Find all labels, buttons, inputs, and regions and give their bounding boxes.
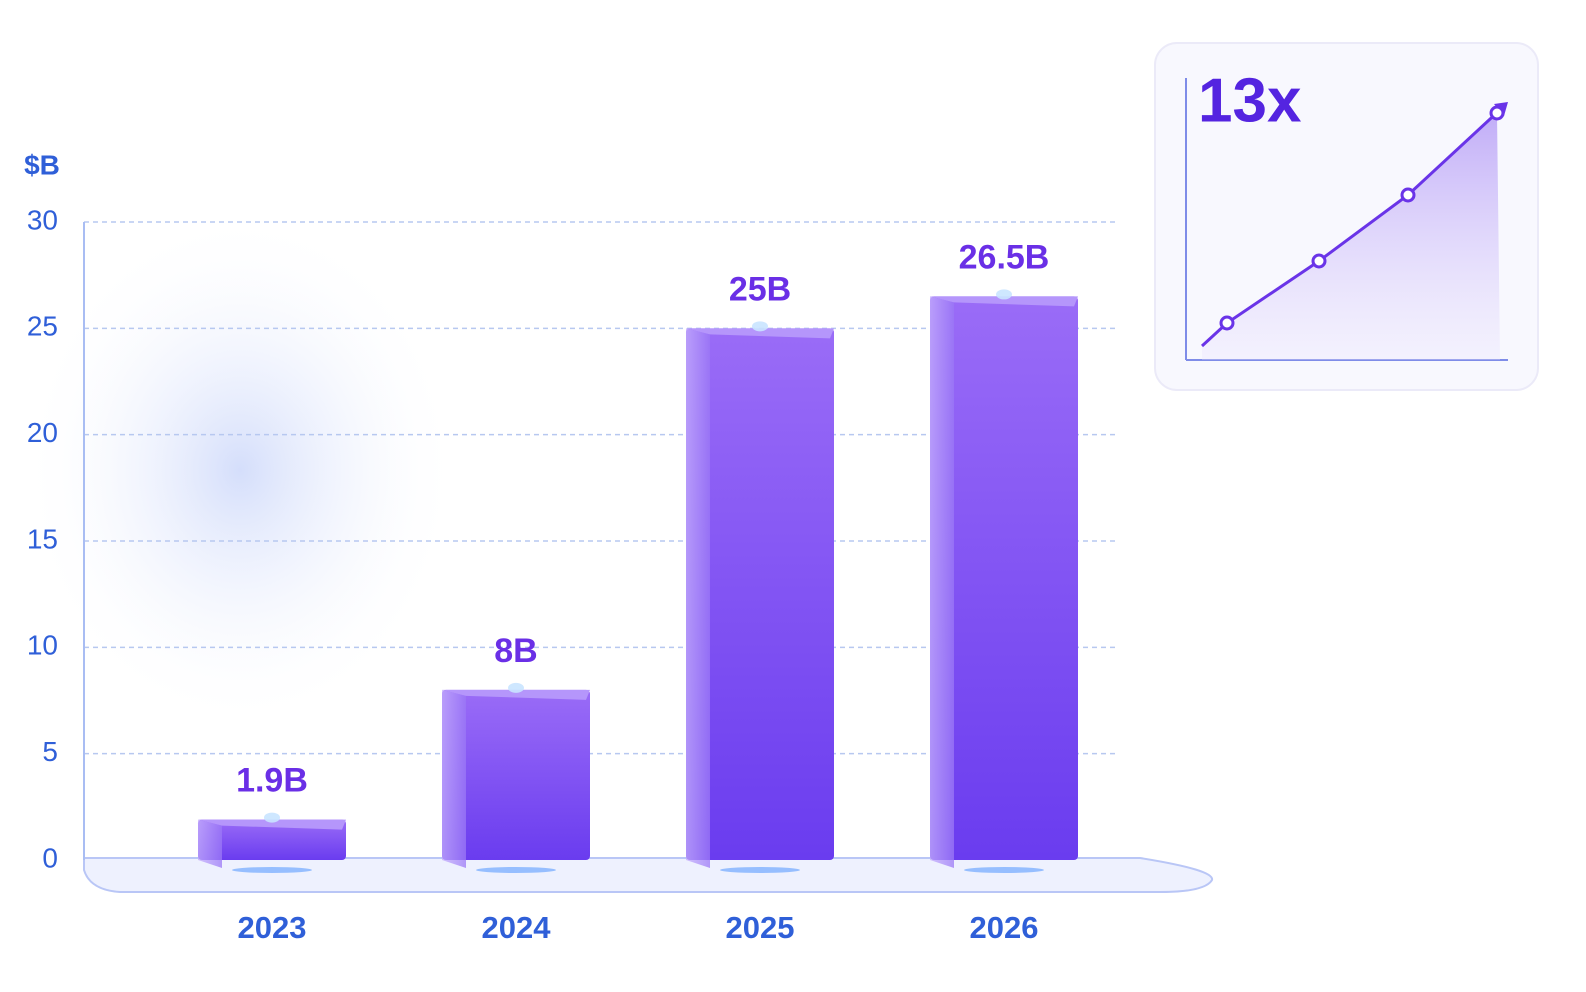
bar-group xyxy=(442,682,590,873)
inset-point xyxy=(1400,187,1416,203)
bar-side xyxy=(930,296,954,868)
value-label: 25B xyxy=(729,270,791,308)
y-tick-label: 5 xyxy=(42,736,58,767)
bar-top xyxy=(686,328,834,339)
value-label: 8B xyxy=(494,632,537,670)
bar-glow xyxy=(508,682,524,693)
bar-side xyxy=(198,819,222,868)
bar-group xyxy=(198,812,346,873)
bar-base-glow xyxy=(720,867,800,873)
y-tick-label: 10 xyxy=(27,630,58,661)
y-tick-label: 20 xyxy=(27,417,58,448)
bar-base-glow xyxy=(964,867,1044,873)
inset-area xyxy=(1202,113,1500,360)
bar-top xyxy=(442,689,590,700)
background-decoration xyxy=(20,210,460,730)
growth-annotation: 13x xyxy=(1198,66,1302,135)
inset-point xyxy=(1311,253,1327,269)
inset-point xyxy=(1489,105,1505,121)
bar-base-glow xyxy=(476,867,556,873)
bar-glow xyxy=(752,321,768,332)
bar-top xyxy=(198,819,346,830)
y-tick-label: 15 xyxy=(27,523,58,554)
bar xyxy=(198,819,346,860)
y-axis-label: $B xyxy=(24,149,60,180)
x-tick-label: 2024 xyxy=(482,910,552,945)
bar-side xyxy=(442,689,466,868)
bar-base-glow xyxy=(232,867,312,873)
bar-glow xyxy=(996,289,1012,300)
inset-card: 13x xyxy=(1154,42,1539,391)
x-tick-label: 2025 xyxy=(726,910,795,945)
value-label: 26.5B xyxy=(959,238,1050,276)
y-tick-label: 25 xyxy=(27,311,58,342)
bar xyxy=(686,328,834,860)
bar xyxy=(930,296,1078,860)
y-tick-label: 30 xyxy=(27,204,58,235)
inset-point xyxy=(1219,315,1235,331)
platform xyxy=(83,857,1214,893)
x-tick-label: 2023 xyxy=(238,910,307,945)
bar-glow xyxy=(264,812,280,823)
bar-group xyxy=(930,289,1078,873)
y-tick-label: 0 xyxy=(42,842,58,873)
bar-side xyxy=(686,328,710,868)
bar-group xyxy=(686,321,834,873)
value-label: 1.9B xyxy=(236,762,308,800)
bar xyxy=(442,689,590,860)
bar-top xyxy=(930,296,1078,307)
x-tick-label: 2026 xyxy=(970,910,1039,945)
